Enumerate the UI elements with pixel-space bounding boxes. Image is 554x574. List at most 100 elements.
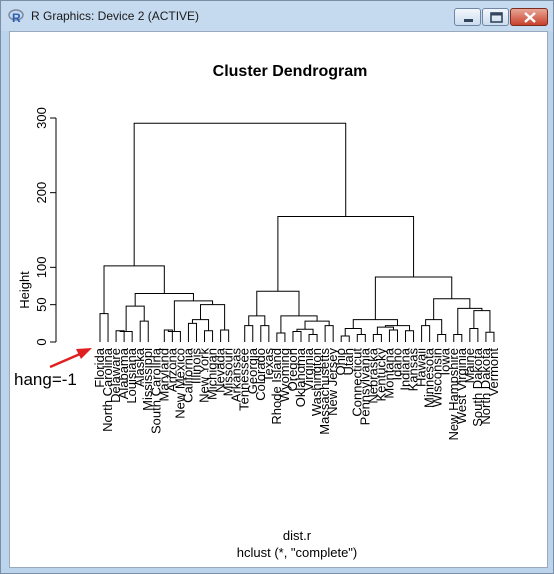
leaf-label: Illinois [188, 348, 203, 385]
plot-subtitle: hclust (*, "complete") [237, 545, 358, 560]
plot-title: Cluster Dendrogram [213, 63, 368, 80]
close-button[interactable] [510, 8, 548, 26]
leaf-label: Massachusetts [317, 348, 332, 435]
maximize-button[interactable] [482, 8, 509, 26]
leaf-label: Alabama [116, 347, 131, 399]
dendrogram-link [139, 320, 149, 342]
title-bar[interactable]: R R Graphics: Device 2 (ACTIVE) [1, 1, 553, 31]
dendrogram-link [167, 330, 181, 342]
maximize-icon [490, 12, 503, 23]
leaf-label: Arkansas [229, 348, 244, 403]
leaf-label: Nevada [213, 347, 228, 393]
dendrogram-link [296, 328, 314, 335]
leaf-label: Michigan [205, 348, 220, 400]
dendrogram-link [125, 305, 145, 332]
leaf-label: Montana [381, 347, 396, 398]
leaf-label: Wyoming [277, 348, 292, 402]
dendrogram-link [453, 334, 463, 342]
y-tick-label: 0 [34, 338, 49, 345]
dendrogram-link [244, 325, 254, 342]
y-axis: 0 50 100 200 300 [34, 107, 57, 346]
r-logo-icon: R [8, 9, 24, 24]
y-tick-label: 50 [34, 297, 49, 311]
dendrogram-link [469, 328, 479, 342]
y-tick-label: 100 [34, 256, 49, 278]
leaf-label: Mississippi [140, 348, 155, 411]
leaf-label: Georgia [245, 347, 260, 394]
leaf-label: South Dakota [470, 347, 485, 427]
leaf-label: Minnesota [422, 347, 437, 408]
leaf-label: Tennessee [237, 348, 252, 411]
leaf-label: Kansas [406, 348, 421, 392]
dendrogram-link [191, 319, 210, 331]
dendrogram-link [256, 290, 300, 316]
leaf-label: Oregon [285, 348, 300, 391]
annotation-arrow [49, 352, 81, 369]
minimize-icon [464, 19, 473, 22]
dendrogram-link [324, 325, 334, 342]
dendrogram-link [280, 315, 318, 334]
dendrogram-plot: Cluster Dendrogram 0 50 100 200 300 Height F… [14, 63, 501, 560]
dendrogram-link [248, 315, 266, 326]
dendrogram-link [204, 330, 214, 342]
y-tick-label: 300 [34, 107, 49, 129]
dendrogram-link [421, 325, 431, 342]
dendrogram-link [260, 325, 270, 342]
leaf-label: Washington [309, 348, 324, 416]
dendrogram-link [119, 330, 133, 342]
leaf-label: Maine [462, 348, 477, 383]
leaf-label: New Hampshire [446, 348, 461, 440]
hang-annotation: hang=-1 [14, 370, 77, 389]
leaf-label: Idaho [389, 348, 404, 381]
leaf-label: Indiana [398, 347, 413, 390]
leaf-label: Iowa [438, 347, 453, 375]
leaf-label: Colorado [253, 348, 268, 401]
leaf-label: Hawaii [414, 348, 429, 387]
dendrogram-link [187, 322, 197, 342]
y-axis-label: Height [17, 271, 32, 309]
dendrogram-link [220, 329, 230, 342]
dendrogram-link [173, 300, 214, 332]
plot-area: Cluster Dendrogram 0 50 100 200 300 Height F… [9, 31, 548, 568]
dendrogram-link [388, 329, 398, 342]
leaf-label: Missouri [221, 348, 236, 397]
dendrogram-link [115, 330, 125, 342]
dendrogram-link [437, 334, 447, 342]
leaf-label: Alaska [132, 347, 147, 387]
dendrogram-link [292, 331, 302, 342]
leaf-label: Nebraska [365, 347, 380, 403]
leaf-label: Maryland [156, 348, 171, 401]
dendrogram-link [277, 216, 415, 292]
leaf-label: Louisiana [124, 347, 139, 403]
leaf-label: New Jersey [325, 348, 340, 416]
svg-text:R: R [12, 11, 21, 24]
dendrogram-link [133, 122, 347, 266]
leaf-label: Utah [341, 348, 356, 375]
leaf-label: Kentucky [373, 348, 388, 402]
leaf-label: Ohio [333, 348, 348, 375]
dendrogram-link [200, 304, 226, 331]
leaf-label: West Virginia [454, 347, 469, 424]
leaf-label: California [180, 347, 195, 403]
dendrogram-link [340, 335, 350, 342]
leaf-label: Virginia [301, 347, 316, 391]
window-title: R Graphics: Device 2 (ACTIVE) [31, 9, 200, 23]
dendrogram-link [99, 313, 109, 342]
dendrogram-links [99, 122, 495, 342]
minimize-button[interactable] [454, 8, 481, 26]
dendrogram-link [376, 326, 394, 335]
leaf-label: New Mexico [172, 348, 187, 419]
leaf-label: Vermont [486, 348, 501, 397]
y-tick-label: 200 [34, 182, 49, 204]
leaf-label: North Carolina [100, 347, 115, 432]
dendrogram-link [372, 334, 382, 342]
dendrogram-link [276, 332, 286, 342]
leaf-label: Florida [92, 347, 107, 388]
dendrogram-link [308, 334, 318, 342]
leaf-label: North Dakota [478, 347, 493, 424]
leaf-label: Oklahoma [293, 347, 308, 407]
leaf-label: Arizona [164, 347, 179, 392]
leaf-label: Delaware [108, 348, 123, 403]
leaf-label: Texas [261, 348, 276, 382]
